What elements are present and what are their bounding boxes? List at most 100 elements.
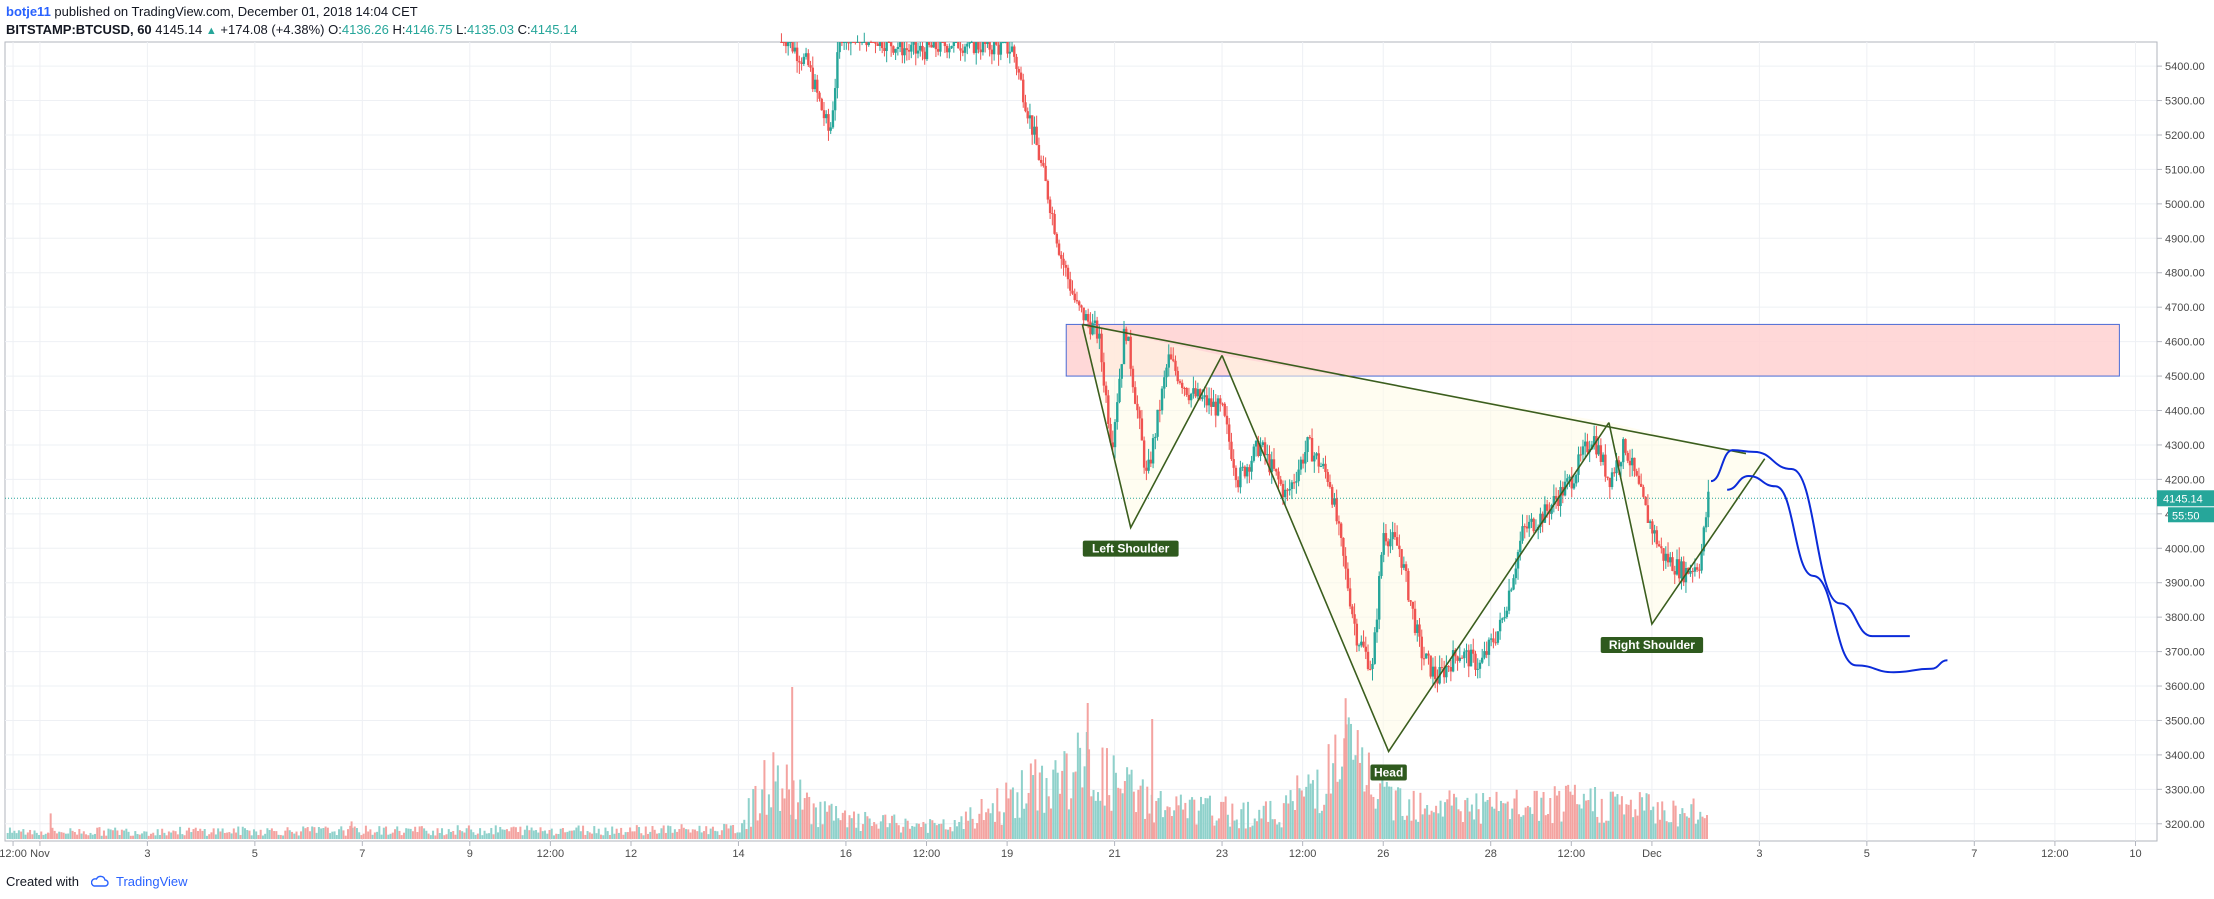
symbol-name[interactable]: BITSTAMP:BTCUSD, 60 [6,22,152,37]
volume-bar [49,813,52,839]
volume-bar [1128,774,1131,839]
volume-bar [635,825,638,839]
volume-bar [1582,793,1585,839]
volume-bar [340,826,343,839]
candle-body [1512,578,1515,590]
volume-bar [1553,786,1556,839]
volume-bar [785,764,788,839]
volume-bar [644,826,647,839]
candle-body [1631,457,1634,466]
candle-body [968,42,971,44]
volume-bar [172,830,175,839]
candle-body [1613,472,1616,474]
volume-bar [870,825,873,839]
candle-body [1528,521,1531,529]
volume-bar [492,834,495,839]
candle-body [1346,568,1350,589]
candle-body [1386,541,1390,547]
volume-bar [470,829,473,839]
candle-body [1445,666,1448,678]
candle-body [925,42,929,60]
low-value: 4135.03 [466,22,514,37]
candle-body [1575,474,1578,484]
time-axis[interactable]: 12:00 Nov 3 5 7 9 12:00 12 14 16 12:00 19 21 23 12:00 2… [0,841,2142,860]
tradingview-link[interactable]: TradingView [116,874,188,889]
volume-bar [105,835,108,839]
volume-bar [1412,790,1415,839]
volume-bar [517,832,520,839]
volume-bar [1159,791,1162,839]
price-axis[interactable]: 3200.00 3300.00 3400.00 3500.00 3600.00 3700.… [2156,42,2214,841]
volume-bar [1132,791,1135,839]
volume-bar [879,821,882,839]
volume-bar [349,825,352,839]
volume-bar [911,825,914,839]
volume-bar [933,822,936,839]
volume-bar [1350,723,1353,839]
candle-body [1675,559,1679,575]
volume-bar [1226,814,1229,839]
candle-body [1008,51,1012,54]
volume-bar [629,827,632,839]
volume-bar [221,828,224,839]
price-tick-label: 4600.00 [2165,337,2205,349]
author-link[interactable]: botje11 [6,4,51,19]
volume-bar [1473,819,1476,839]
candle-body [1301,459,1305,464]
time-tick-label: 12:00 [0,848,27,860]
time-tick-label: 26 [1377,848,1389,860]
volume-bar [996,788,999,839]
volume-bar [1273,819,1276,839]
candle-body [1451,650,1455,672]
candle-body [1382,533,1385,555]
volume-bar [1441,816,1444,839]
candle-body [851,42,855,43]
volume-bar [71,830,74,839]
candle-body [1657,544,1661,547]
volume-bar [1636,815,1639,839]
candle-body [1702,527,1706,552]
volume-bar [955,826,958,839]
candle-body [1006,42,1009,54]
volume-bar [1018,817,1021,839]
candle-body [903,48,906,56]
candle-body [1225,415,1229,425]
volume-bar [1529,807,1532,839]
candle-body [1228,424,1231,442]
volume-bar [738,832,741,839]
candle-body [1308,437,1312,439]
candle-body [1357,645,1361,647]
candle-body [1268,454,1271,473]
high-label: H: [392,22,406,37]
volume-bar [1117,787,1120,839]
time-tick-label: 12:00 [2041,848,2069,860]
volume-bar [859,831,862,839]
volume-bar [1166,806,1169,839]
volume-bar [756,820,759,839]
volume-bar [1401,815,1404,839]
candle-body [1279,479,1282,484]
volume-bar [877,828,880,839]
volume-bar [1609,791,1612,839]
volume-bar [248,830,251,839]
volume-bar [51,827,54,839]
volume-bar [1276,824,1279,839]
candle-body [972,42,976,53]
volume-bar [490,827,493,839]
candle-body [1104,385,1108,396]
volume-bar [1247,801,1250,839]
price-tick-label: 4900.00 [2165,233,2205,245]
volume-bar [454,834,457,839]
volume-bar [548,830,551,839]
price-tick-label: 4200.00 [2165,474,2205,486]
volume-bar [653,829,656,839]
candle-body [921,45,924,52]
volume-bar [1285,795,1288,839]
volume-bar [821,824,824,839]
neckline-line [1082,323,1747,455]
volume-bar [754,785,757,839]
volume-bar [246,830,249,839]
volume-bar [85,834,88,839]
candle-body [999,42,1003,55]
